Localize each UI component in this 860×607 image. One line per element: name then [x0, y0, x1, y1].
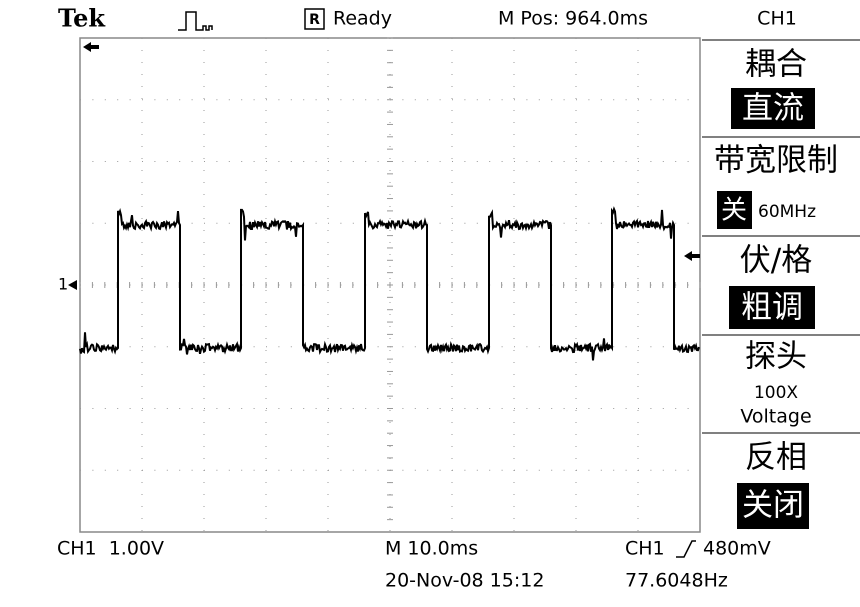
ground-arrow	[68, 280, 77, 290]
menu-value[interactable]: 关闭	[742, 488, 804, 524]
menu-value[interactable]: 粗调	[741, 290, 803, 326]
trigger-slope-icon	[676, 540, 696, 558]
menu-value[interactable]: 60MHz	[758, 202, 816, 222]
timebase: M 10.0ms	[385, 538, 478, 560]
waveform-trace	[79, 206, 700, 361]
brand: Tek	[58, 4, 106, 33]
menu-label: 探头	[745, 339, 807, 375]
menu-value-detail[interactable]: Voltage	[740, 406, 811, 428]
menu-value-box	[737, 483, 809, 529]
menu-label: 反相	[745, 440, 807, 476]
trigger-level-marker	[684, 251, 700, 261]
datetime: 20-Nov-08 15:12	[385, 570, 544, 592]
menu-value[interactable]: 100X	[754, 383, 798, 403]
frequency: 77.6048Hz	[625, 570, 728, 592]
channel-scale: CH1 1.00V	[57, 538, 164, 560]
menu-channel: CH1	[757, 8, 797, 30]
menu-value-icon[interactable]: 关	[721, 196, 747, 226]
menu-label: 伏/格	[740, 243, 812, 279]
position: M Pos: 964.0ms	[498, 8, 648, 30]
menu-label: 耦合	[745, 47, 807, 83]
menu-value[interactable]: 直流	[742, 91, 804, 127]
menu-value-box	[717, 191, 752, 229]
trigger-source: CH1	[625, 538, 665, 560]
channel-marker: 1	[58, 275, 68, 294]
menu-value-box	[731, 88, 815, 129]
menu-label: 带宽限制	[714, 143, 838, 179]
status: Ready	[333, 8, 392, 30]
trigger-level: 480mV	[703, 538, 771, 560]
menu-value-box	[729, 286, 815, 329]
status-icon: R	[309, 12, 320, 28]
trigger-position-marker	[83, 42, 99, 52]
acquire-icon	[178, 11, 213, 31]
status-icon-box	[304, 8, 325, 30]
